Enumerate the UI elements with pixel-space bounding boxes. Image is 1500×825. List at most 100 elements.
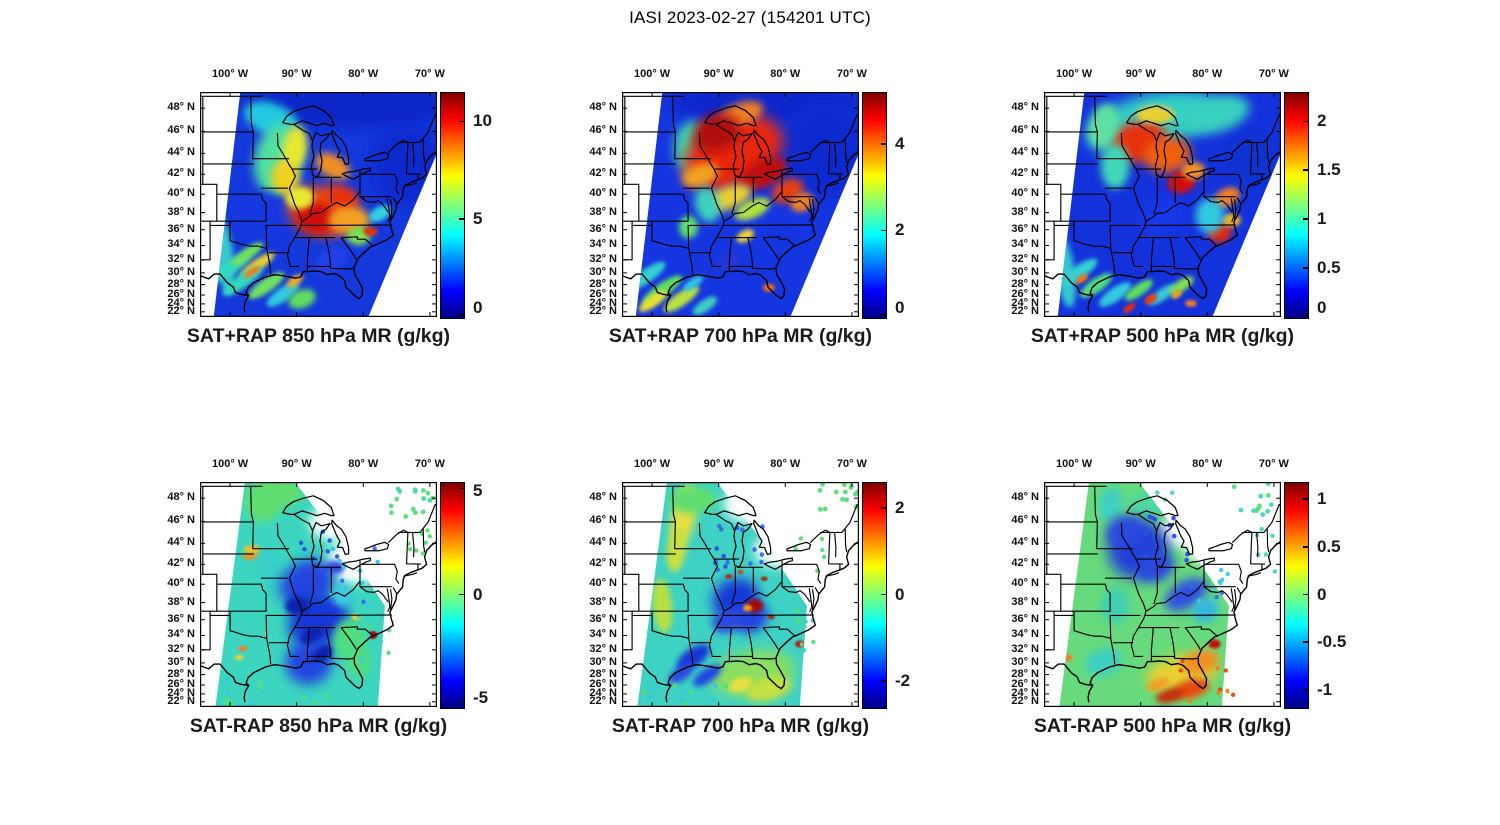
retrieval-dot	[388, 503, 394, 509]
state-borders	[622, 95, 859, 275]
lat-tick-label: 40° N	[167, 187, 195, 200]
colorbar-tick-mark	[459, 314, 464, 316]
retrieval-dot	[843, 489, 848, 495]
retrieval-dot	[1259, 526, 1264, 532]
retrieval-dot	[341, 564, 346, 570]
retrieval-dot	[717, 523, 722, 529]
lon-tick-label: 90° W	[703, 68, 734, 80]
lon-tick-label: 90° W	[703, 458, 734, 470]
retrieval-dot	[389, 510, 394, 515]
lat-tick-label: 38° N	[167, 595, 195, 608]
map-canvas	[622, 92, 859, 317]
retrieval-dot	[794, 617, 800, 623]
retrieval-dot	[1231, 484, 1237, 490]
colorbar-tick-mark	[459, 593, 464, 596]
retrieval-dot	[361, 599, 366, 604]
retrieval-dot	[821, 554, 827, 559]
retrieval-dot	[646, 695, 652, 701]
lon-tick-label: 70° W	[414, 68, 445, 80]
retrieval-dot	[655, 685, 660, 690]
retrieval-dot	[1272, 569, 1277, 574]
lon-tick-label: 100° W	[633, 68, 671, 80]
retrieval-dot	[360, 580, 365, 585]
colorbar	[862, 92, 887, 319]
lat-tick-label: 40° N	[589, 577, 617, 590]
lat-tick-label: 34° N	[167, 238, 195, 251]
retrieval-dot	[672, 683, 678, 688]
retrieval-dot	[798, 536, 803, 541]
colorbar-tick-label: 0	[895, 584, 905, 604]
lat-tick-label: 32° N	[1011, 252, 1039, 265]
retrieval-dot	[799, 642, 804, 647]
retrieval-dot	[1230, 692, 1236, 697]
lat-tick-label: 22° N	[589, 694, 617, 707]
lat-tick-label: 46° N	[1011, 514, 1039, 527]
colorbar-tick-label: 0	[473, 584, 483, 604]
retrieval-dot	[820, 547, 825, 553]
state-borders	[200, 485, 437, 665]
retrieval-dot	[412, 489, 418, 494]
lat-tick-label: 46° N	[589, 514, 617, 527]
retrieval-dot	[1216, 690, 1221, 695]
lat-tick-label: 48° N	[589, 101, 617, 114]
retrieval-dot	[1171, 515, 1176, 521]
retrieval-dot	[740, 527, 745, 533]
map-canvas	[622, 482, 859, 707]
colorbar-tick-mark	[881, 680, 886, 682]
state-borders	[622, 485, 859, 665]
lat-tick-label: 46° N	[1011, 124, 1039, 137]
retrieval-dot	[1225, 688, 1230, 694]
lat-tick-label: 46° N	[167, 124, 195, 137]
retrieval-dot	[1265, 493, 1271, 498]
retrieval-dot	[358, 656, 363, 661]
lat-tick-label: 38° N	[1011, 205, 1039, 218]
lat-tick-label: 26° N	[589, 287, 617, 300]
lat-tick-label: 30° N	[167, 655, 195, 668]
great-lakes-outline	[282, 105, 390, 180]
retrieval-dot	[752, 547, 757, 552]
lat-tick-label: 44° N	[1011, 536, 1039, 549]
retrieval-dot	[1270, 533, 1275, 538]
colorbar-tick-label: 1	[1317, 489, 1327, 509]
colorbar	[1284, 92, 1309, 319]
great-lakes-outline	[282, 495, 390, 570]
lon-tick-label: 80° W	[770, 458, 801, 470]
lat-tick-label: 40° N	[589, 187, 617, 200]
lat-tick-label: 48° N	[589, 491, 617, 504]
retrieval-dot	[802, 624, 807, 629]
lat-tick-label: 24° N	[1011, 296, 1039, 309]
retrieval-dot	[723, 684, 728, 689]
state-borders	[1044, 485, 1281, 665]
retrieval-dot	[680, 697, 685, 703]
colorbar-tick-mark	[1303, 546, 1308, 548]
lat-tick-label: 36° N	[167, 222, 195, 235]
retrieval-dot	[759, 552, 765, 557]
lat-tick-label: 28° N	[1011, 667, 1039, 680]
retrieval-dot	[833, 489, 839, 495]
colorbar-tick-mark	[881, 314, 886, 316]
retrieval-dot	[818, 506, 823, 512]
colorbar-tick-label: -1	[1317, 679, 1333, 699]
retrieval-dot	[842, 482, 847, 488]
colorbar-tick-label: 0	[1317, 298, 1327, 317]
retrieval-dot	[420, 509, 426, 515]
lon-tick-label: 80° W	[348, 68, 379, 80]
retrieval-dot	[395, 486, 401, 492]
retrieval-dot	[822, 506, 828, 512]
retrieval-dot	[230, 701, 235, 706]
retrieval-dot	[358, 623, 364, 628]
lat-tick-label: 34° N	[1011, 238, 1039, 251]
colorbar-tick-mark	[881, 593, 886, 596]
lat-tick-label: 32° N	[589, 642, 617, 655]
retrieval-dot	[226, 691, 232, 696]
lat-tick-label: 36° N	[1011, 222, 1039, 235]
retrieval-dot	[1187, 698, 1193, 704]
retrieval-dot	[325, 694, 330, 700]
retrieval-dot	[711, 696, 716, 702]
colorbar-tick-mark	[1303, 498, 1308, 500]
retrieval-dot	[1218, 567, 1224, 573]
map-canvas	[1044, 482, 1281, 707]
colorbar-tick-label: -2	[895, 671, 911, 691]
lat-tick-label: 34° N	[589, 238, 617, 251]
retrieval-dot	[412, 510, 418, 516]
